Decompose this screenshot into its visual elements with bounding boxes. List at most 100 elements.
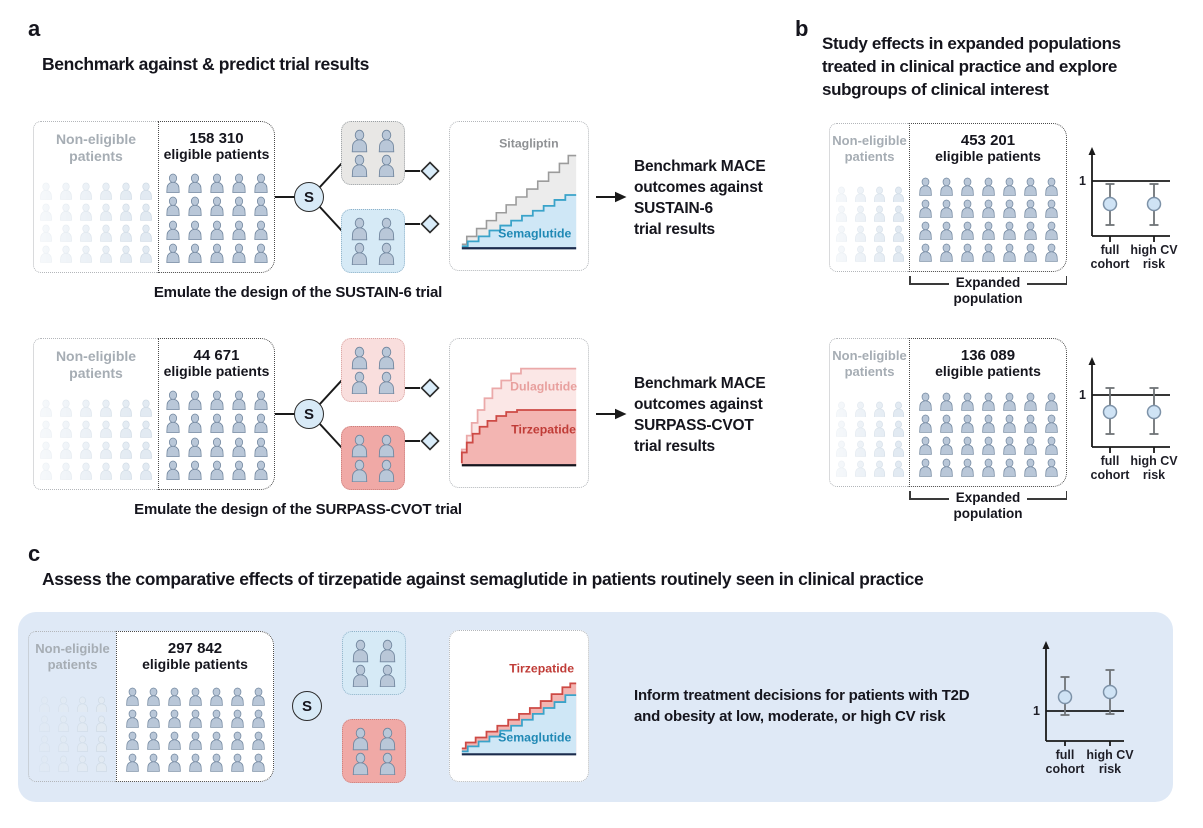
person-icon	[253, 390, 268, 410]
person-icon	[1023, 177, 1037, 196]
person-icon	[40, 399, 52, 417]
person-icon	[120, 399, 132, 417]
person-icon	[351, 129, 368, 153]
non-eligible-patient-icons	[834, 186, 906, 263]
person-icon	[378, 371, 395, 394]
expanded-population-brace: Expanded population	[909, 490, 1068, 521]
comparator-group-box	[341, 338, 405, 402]
person-icon	[378, 217, 395, 241]
brace-tick	[909, 491, 911, 500]
person-icon	[892, 186, 904, 203]
brace-line	[910, 283, 949, 285]
person-icon	[351, 346, 368, 370]
person-icon	[835, 225, 847, 242]
person-icon	[120, 182, 132, 200]
brace-line	[1027, 283, 1066, 285]
person-icon	[1002, 199, 1016, 218]
person-icon	[939, 177, 953, 196]
person-icon	[100, 420, 112, 438]
person-icon	[95, 755, 107, 772]
person-icon	[230, 753, 244, 772]
non-eligible-label: Non-eligible patients	[832, 348, 907, 379]
eligible-patient-icons	[917, 177, 1060, 263]
person-icon	[40, 182, 52, 200]
group-patient-icons	[349, 346, 397, 394]
error-bar-high-cv	[1102, 669, 1118, 715]
person-icon	[140, 441, 152, 459]
person-icon	[167, 731, 181, 750]
person-icon	[209, 196, 224, 217]
eligible-count: 44 671	[193, 347, 240, 364]
person-icon	[939, 243, 953, 262]
person-icon	[231, 437, 246, 457]
brace: Expanded	[909, 276, 1068, 290]
outcome-diamond-icon	[420, 378, 440, 398]
arrow-head-icon	[615, 408, 627, 420]
person-icon	[230, 687, 244, 706]
person-icon	[351, 434, 368, 458]
person-icon	[100, 441, 112, 459]
person-icon	[1023, 392, 1037, 411]
person-icon	[209, 687, 223, 706]
person-icon	[981, 177, 995, 196]
person-icon	[854, 440, 866, 457]
person-icon	[209, 437, 224, 457]
arrow-head-icon	[615, 191, 627, 203]
outcome-line: Benchmark MACE	[634, 158, 766, 175]
category-label: high CV	[1130, 454, 1178, 468]
panel-b-title: Study effects in expanded populations tr…	[822, 32, 1121, 101]
person-icon	[939, 199, 953, 218]
population-box-expanded-2: Non-eligible patients 136 089 eligible p…	[829, 338, 1067, 487]
person-icon	[892, 420, 904, 437]
person-icon	[125, 687, 139, 706]
eligible-count-label: eligible patients	[163, 146, 270, 163]
estimate-point	[1102, 196, 1118, 212]
person-icon	[165, 196, 180, 217]
curve-label-sitagliptin: Sitagliptin	[499, 137, 559, 151]
person-icon	[253, 173, 268, 193]
km-chart-surpass-svg: Dulaglutide Tirzepatide	[460, 367, 577, 467]
person-icon	[209, 709, 223, 728]
eligible-count: 136 089	[960, 347, 1016, 364]
person-icon	[835, 245, 847, 262]
non-eligible-zone: Non-eligible patients	[33, 338, 158, 490]
person-icon	[1023, 414, 1037, 433]
eligible-count-label: eligible patients	[935, 148, 1041, 165]
non-eligible-label: Non-eligible patients	[55, 131, 137, 164]
eligible-patient-icons	[164, 390, 270, 480]
person-icon	[253, 413, 268, 434]
person-icon	[873, 460, 885, 477]
person-icon	[38, 755, 50, 772]
eligible-zone: 297 842 eligible patients	[116, 631, 274, 782]
person-icon	[100, 245, 112, 263]
person-icon	[1044, 392, 1058, 411]
non-eligible-zone: Non-eligible patients	[829, 123, 909, 272]
outcome-diamond-icon	[420, 431, 440, 451]
person-icon	[80, 399, 92, 417]
person-icon	[1044, 243, 1058, 262]
person-icon	[120, 441, 132, 459]
person-icon	[873, 205, 885, 222]
person-icon	[209, 220, 224, 240]
person-icon	[892, 440, 904, 457]
person-icon	[1044, 221, 1058, 240]
person-icon	[60, 441, 72, 459]
brace-label-top: Expanded	[955, 490, 1021, 505]
person-icon	[120, 420, 132, 438]
person-icon	[1002, 177, 1016, 196]
category-label: cohort	[1091, 468, 1131, 482]
person-icon	[873, 401, 885, 418]
person-icon	[140, 399, 152, 417]
panel-b-title-line: treated in clinical practice and explore	[822, 57, 1117, 76]
comparator-group-box	[342, 631, 406, 695]
category-label: cohort	[1046, 762, 1086, 776]
person-icon	[918, 392, 932, 411]
ref-tick-label: 1	[1079, 174, 1086, 188]
person-icon	[146, 731, 160, 750]
person-icon	[60, 203, 72, 221]
person-icon	[379, 664, 396, 687]
person-icon	[835, 401, 847, 418]
sampling-node: S	[292, 691, 322, 721]
eligible-zone: 158 310 eligible patients	[158, 121, 275, 273]
curve-label-dulaglutide: Dulaglutide	[510, 379, 577, 393]
